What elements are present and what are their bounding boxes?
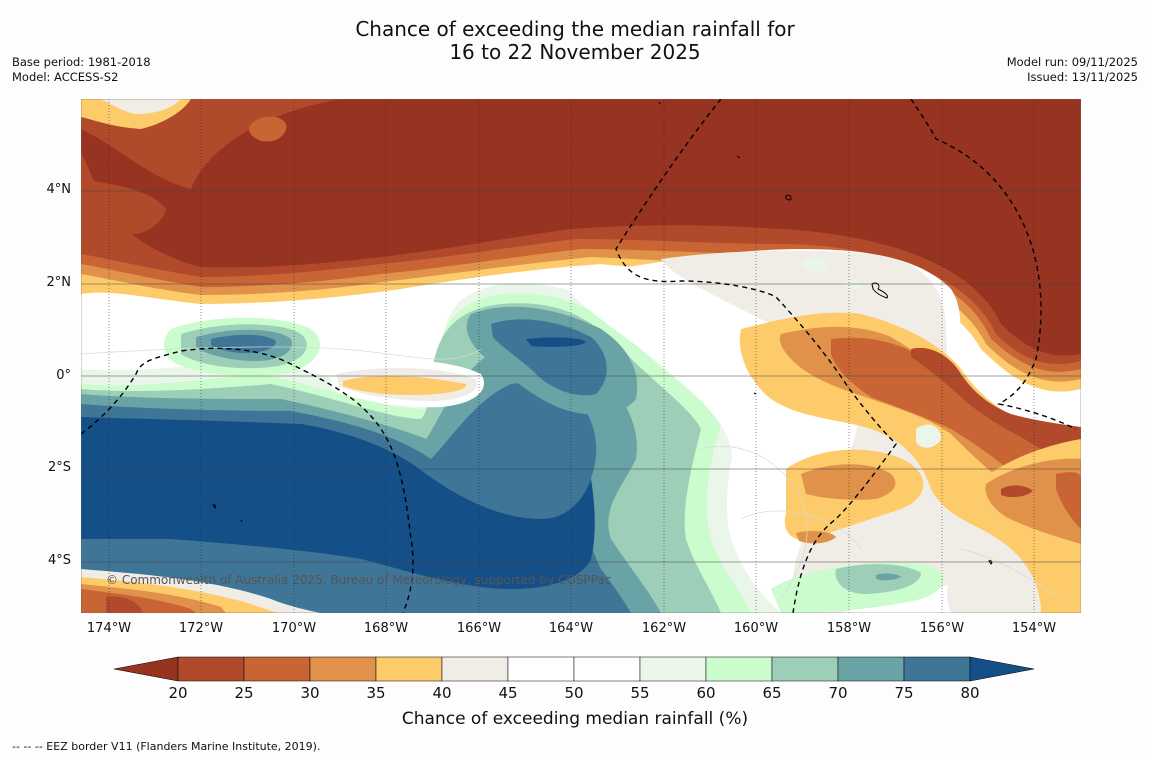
lon-label-170w: 170°W [271,621,317,636]
contour-sc-dry-2 [801,464,896,500]
colorbar-segment-20-25 [177,656,245,682]
colorbar-segment-35-40 [375,656,443,682]
eez-border-east [910,99,1077,430]
meta-left: Base period: 1981-2018 Model: ACCESS-S2 [12,55,151,85]
contour-sw-dry-5 [106,596,143,613]
contour-sc-dry-3 [796,530,836,544]
island [988,560,993,565]
contour-patch-n-green-2 [841,280,862,290]
contour-patch-e-green-1 [916,424,941,448]
colorbar-label: Chance of exceeding median rainfall (%) [401,709,749,729]
colorbar-tick-45: 45 [498,684,518,702]
island [753,392,757,395]
island [785,194,792,201]
title-line-2: 16 to 22 November 2025 [449,40,701,64]
colorbar-segment-gt80 [969,656,1035,682]
lon-label-160w: 160°W [733,621,779,636]
faint-contour-line [740,510,862,550]
rainfall-map: © Commonwealth of Australia 2025, Bureau… [81,99,1081,613]
colorbar-tick-25: 25 [234,684,254,702]
map-title: Chance of exceeding the median rainfall … [0,18,1150,64]
colorbar-segment-70-75 [837,656,905,682]
lon-label-172w: 172°W [178,621,224,636]
colorbar-tick-50: 50 [564,684,584,702]
contour-lt20-north [81,99,1081,356]
model-name: Model: ACCESS-S2 [12,70,119,84]
faint-contours [81,346,1062,600]
contour-patch-nw-3 [249,116,287,142]
island [212,504,217,509]
lat-label-4n: 4°N [46,182,72,197]
colorbar-tick-30: 30 [300,684,320,702]
colorbar-segment-45-50 [507,656,575,682]
lon-label-162w: 162°W [641,621,687,636]
lon-label-154w: 154°W [1011,621,1057,636]
colorbar-segment-50-55 [573,656,641,682]
lon-label-164w: 164°W [548,621,594,636]
colorbar-segment-55-60 [639,656,707,682]
island-kiritimati [871,282,888,299]
island [658,101,661,105]
contour-east-dry-arm-1 [739,312,1081,613]
colorbar [114,656,1035,682]
lon-label-158w: 158°W [826,621,872,636]
map-canvas [81,99,1081,613]
lon-label-168w: 168°W [363,621,409,636]
base-period: Base period: 1981-2018 [12,55,151,69]
colorbar-tick-70: 70 [828,684,848,702]
colorbar-segment-30-35 [309,656,377,682]
colorbar-tick-40: 40 [432,684,452,702]
contour-patch-nw-2 [101,99,181,114]
contour-se-dry-3 [1056,472,1081,529]
colorbar-segment-65-70 [771,656,839,682]
contour-se-dry-4 [1001,485,1033,498]
latitude-gridlines [81,190,1081,563]
island [240,519,243,523]
title-line-1: Chance of exceeding the median rainfall … [355,17,795,41]
colorbar-tick-35: 35 [366,684,386,702]
colorbar-tick-20: 20 [168,684,188,702]
faint-contour-line [700,446,808,600]
colorbar-tick-75: 75 [894,684,914,702]
faint-contour-line [960,548,1062,600]
colorbar-segment-25-30 [243,656,311,682]
model-run: Model run: 09/11/2025 [1006,55,1138,69]
contour-south-green-3 [876,573,901,581]
lon-label-156w: 156°W [919,621,965,636]
colorbar-segment-40-45 [441,656,509,682]
contour-central-dry-3 [343,375,467,395]
meta-right: Model run: 09/11/2025 Issued: 13/11/2025 [1007,55,1138,85]
colorbar-tick-60: 60 [696,684,716,702]
faint-contour-line [81,346,482,360]
lat-label-2s: 2°S [47,460,71,475]
colorbar-segment-60-65 [705,656,773,682]
eez-footnote: -- -- -- EEZ border V11 (Flanders Marine… [12,740,321,753]
lat-label-0: 0° [56,368,71,383]
copyright-notice: © Commonwealth of Australia 2025, Bureau… [106,573,612,587]
eez-borders [81,99,1077,613]
colorbar-segment-lt20 [114,656,179,682]
lat-label-4s: 4°S [47,553,71,568]
contour-patch-w-1 [81,179,166,236]
contour-patch-n-green-1 [801,257,827,272]
colorbar-tick-65: 65 [762,684,782,702]
contour-gt80-south [81,417,595,589]
contour-east-dry-arm-4 [911,347,1081,469]
contour-central-wet-2 [491,319,607,396]
islands [212,101,993,565]
lat-label-2n: 2°N [46,275,72,290]
lon-label-166w: 166°W [456,621,502,636]
colorbar-segment-75-80 [903,656,971,682]
issued-date: Issued: 13/11/2025 [1027,70,1138,84]
colorbar-tick-55: 55 [630,684,650,702]
lon-label-174w: 174°W [86,621,132,636]
eez-border-central [615,99,897,613]
colorbar-tick-80: 80 [960,684,980,702]
eez-border-west [81,347,414,613]
island [736,155,741,159]
